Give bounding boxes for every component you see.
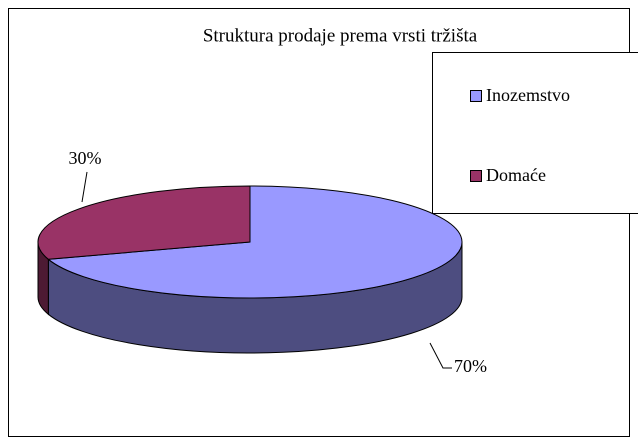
pie-slice bbox=[47, 185, 463, 299]
legend-box bbox=[432, 52, 638, 214]
leader-line bbox=[429, 342, 452, 369]
legend-label: Domaće bbox=[486, 165, 546, 185]
pie-slice bbox=[37, 185, 251, 260]
legend-swatch bbox=[470, 90, 482, 102]
leader-line bbox=[81, 171, 88, 203]
legend-label: Inozemstvo bbox=[486, 85, 570, 105]
legend-swatch bbox=[470, 170, 482, 182]
data-label: 30% bbox=[69, 148, 102, 168]
chart-title: Struktura prodaje prema vrsti tržišta bbox=[203, 25, 478, 46]
data-label: 70% bbox=[454, 356, 487, 376]
